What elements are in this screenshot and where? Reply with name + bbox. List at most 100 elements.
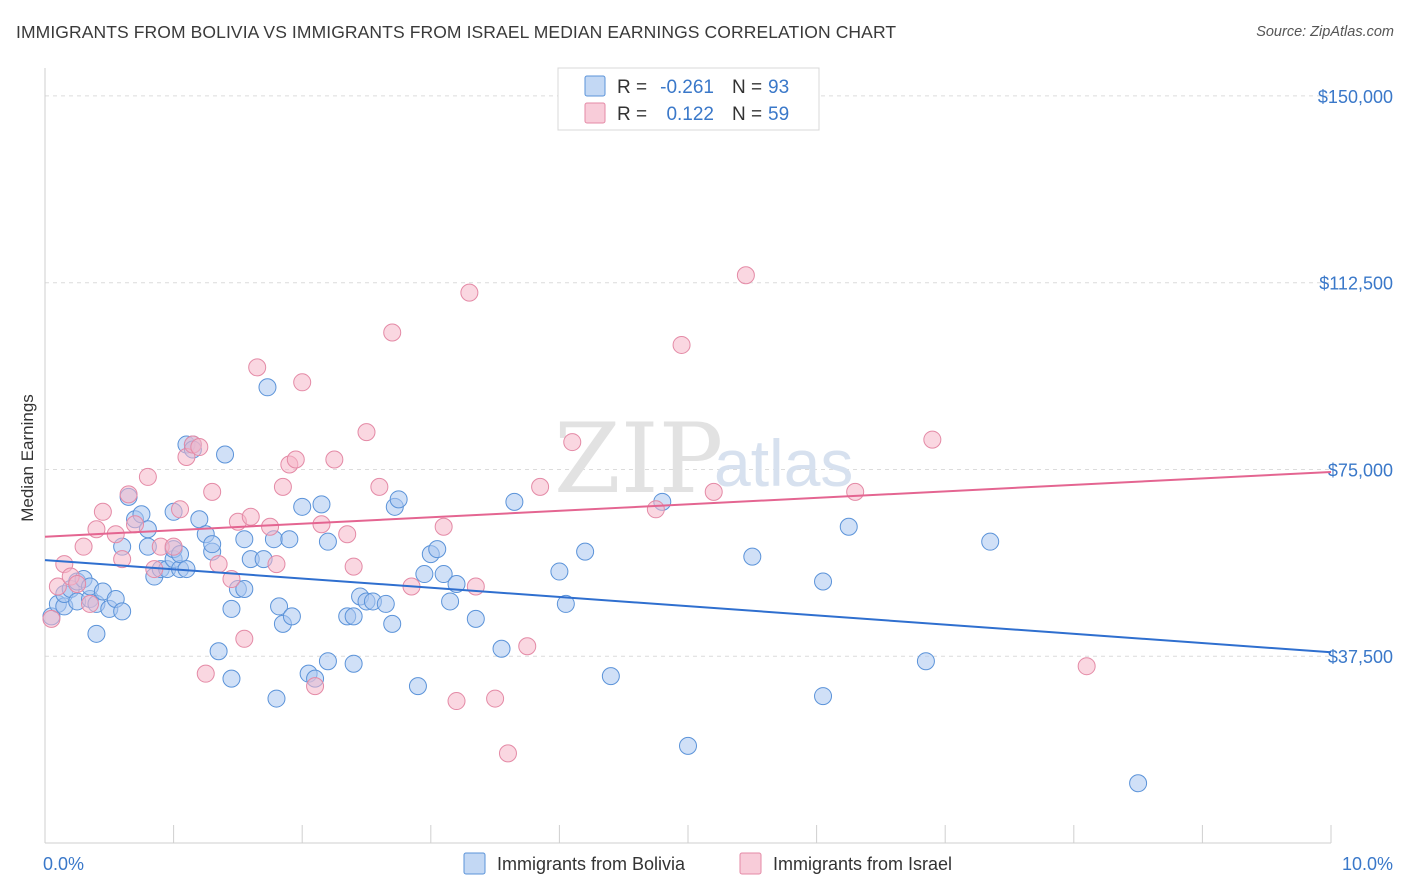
data-point-bolivia [235,530,254,549]
data-point-bolivia [466,609,485,628]
data-point-bolivia [318,652,337,671]
data-point-bolivia [222,669,241,688]
data-point-bolivia [679,736,697,755]
data-point-israel [138,467,157,486]
data-point-israel [42,609,61,628]
data-point-bolivia [383,614,402,633]
series-israel-points [42,266,1096,763]
data-point-bolivia [222,599,241,618]
legend-n-value-israel: 59 [768,104,789,125]
data-point-israel [222,570,241,589]
data-point-israel [672,335,691,354]
legend: R = -0.261 N = 93 R = 0.122 N = 59 [557,67,820,131]
data-point-israel [93,502,112,521]
data-point-israel [286,450,305,469]
y-tick-label: $37,500 [1328,647,1393,667]
legend-n-label: N = [732,104,762,125]
bottom-legend: Immigrants from Bolivia Immigrants from … [463,852,952,875]
data-point-bolivia [113,602,132,621]
y-tick-label: $112,500 [1319,274,1393,294]
data-point-israel [325,450,344,469]
watermark-atlas: atlas [714,426,853,500]
data-point-bolivia [258,378,277,397]
data-point-israel [196,664,215,683]
watermark: ZIP atlas [554,403,853,515]
data-point-bolivia [556,594,575,613]
data-point-bolivia [190,510,209,529]
data-point-israel [370,477,389,496]
data-point-israel [171,500,190,519]
data-point-israel [267,555,286,574]
bottom-legend-label-bolivia: Immigrants from Bolivia [497,854,686,874]
data-point-bolivia [1129,774,1148,793]
data-point-bolivia [344,607,363,626]
data-point-israel [466,577,485,596]
legend-n-value-bolivia: 93 [768,77,789,98]
legend-swatch-israel [584,102,606,124]
data-point-israel [498,744,517,763]
data-point-israel [235,629,254,648]
data-point-israel [434,517,453,536]
data-point-bolivia [203,535,222,554]
data-point-bolivia [447,575,466,594]
data-point-israel [357,423,376,442]
data-point-israel [736,266,755,285]
data-point-bolivia [389,490,408,509]
bottom-legend-swatch-israel [739,852,762,875]
data-point-bolivia [505,492,524,511]
data-point-israel [563,433,582,452]
data-point-israel [447,692,466,711]
trend-line-bolivia [44,559,1332,654]
data-point-bolivia [209,642,228,661]
data-point-israel [248,358,267,377]
data-point-bolivia [376,594,395,613]
data-point-israel [306,677,325,696]
bottom-legend-label-israel: Immigrants from Israel [773,854,952,874]
source-label: Source: ZipAtlas.com [1256,24,1394,40]
legend-r-value-israel: 0.122 [666,104,714,125]
trend-lines [44,470,1332,654]
data-point-israel [48,577,67,596]
data-point-israel [164,537,183,556]
data-point-israel [486,689,505,708]
data-point-bolivia [87,624,106,643]
data-point-bolivia [312,495,331,514]
chart-title: IMMIGRANTS FROM BOLIVIA VS IMMIGRANTS FR… [16,22,897,42]
data-point-bolivia [814,572,833,591]
y-tick-label: $75,000 [1328,460,1393,480]
x-tick-label: 10.0% [1342,854,1393,874]
data-point-bolivia [916,652,935,671]
data-point-israel [209,555,228,574]
data-point-israel [190,438,209,457]
data-point-bolivia [743,547,762,566]
legend-r-value-bolivia: -0.261 [660,77,714,98]
data-point-bolivia [293,497,312,516]
x-tick-label: 0.0% [43,854,84,874]
trend-line-israel [44,470,1332,538]
data-point-bolivia [839,517,858,536]
data-point-bolivia [492,639,511,658]
data-point-israel [531,477,550,496]
data-point-bolivia [270,597,289,616]
data-point-bolivia [282,607,301,626]
data-point-israel [383,323,402,342]
data-point-israel [312,515,331,534]
data-point-israel [704,482,723,501]
legend-swatch-bolivia [584,75,606,97]
data-point-israel [68,575,87,594]
data-point-israel [1077,657,1096,676]
data-point-israel [293,373,312,392]
data-point-israel [923,430,942,449]
x-tick-labels: 0.0% 10.0% [43,854,1393,874]
data-point-bolivia [576,542,595,561]
data-point-bolivia [408,677,427,696]
data-point-bolivia [434,565,453,584]
data-point-israel [81,594,100,613]
data-point-israel [126,515,145,534]
data-point-israel [74,537,93,556]
data-point-bolivia [318,532,337,551]
watermark-zip: ZIP [554,403,723,515]
data-point-israel [241,507,260,526]
data-point-israel [113,550,132,569]
data-point-bolivia [235,579,254,598]
